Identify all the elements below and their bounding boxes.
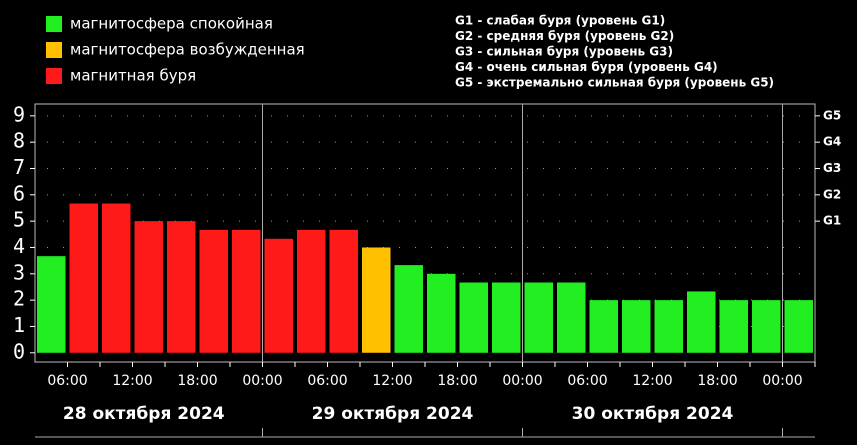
bar [167, 221, 196, 353]
y2-tick-label: G2 [823, 187, 841, 201]
bar [102, 203, 131, 353]
bar [524, 282, 553, 353]
bar [362, 247, 391, 353]
legend-swatch [46, 42, 62, 58]
bar [297, 229, 326, 353]
bar [427, 273, 456, 353]
bar [589, 300, 618, 353]
y-tick-label: 6 [13, 181, 25, 205]
x-tick-label: 06:00 [567, 373, 607, 389]
bar [264, 238, 293, 353]
x-tick-label: 12:00 [372, 373, 412, 389]
x-tick-label: 12:00 [112, 373, 152, 389]
bar [394, 265, 423, 353]
legend-swatch [46, 16, 62, 32]
y-tick-label: 3 [13, 260, 25, 284]
y-tick-label: 4 [13, 234, 25, 258]
day-label: 30 октября 2024 [572, 404, 734, 424]
legend-swatch [46, 68, 62, 84]
bar [654, 300, 683, 353]
bar [69, 203, 98, 353]
y-tick-label: 9 [13, 102, 25, 126]
bar [687, 291, 716, 353]
bar [622, 300, 651, 353]
bar [134, 221, 163, 353]
y2-tick-label: G1 [823, 214, 841, 228]
x-tick-label: 06:00 [47, 373, 87, 389]
y-tick-label: 0 [13, 339, 25, 363]
y-tick-label: 2 [13, 287, 25, 311]
bar [557, 282, 586, 353]
storm-note: G5 - экстремально сильная буря (уровень … [455, 76, 774, 90]
bar [329, 229, 358, 353]
bar [37, 256, 66, 353]
bar [199, 229, 228, 353]
bar [459, 282, 488, 353]
x-tick-label: 06:00 [307, 373, 347, 389]
bar [232, 229, 261, 353]
y-tick-label: 8 [13, 129, 25, 153]
y2-tick-label: G4 [823, 135, 841, 149]
x-tick-label: 00:00 [762, 373, 802, 389]
x-tick-label: 18:00 [177, 373, 217, 389]
legend-label: магнитная буря [70, 67, 196, 85]
x-tick-label: 18:00 [697, 373, 737, 389]
day-label: 28 октября 2024 [63, 404, 225, 424]
x-tick-label: 00:00 [242, 373, 282, 389]
storm-note: G3 - сильная буря (уровень G3) [455, 45, 673, 59]
legend-label: магнитосфера возбужденная [70, 41, 305, 59]
y2-tick-label: G3 [823, 161, 841, 175]
y2-tick-label: G5 [823, 108, 841, 122]
day-label: 29 октября 2024 [312, 404, 474, 424]
y-tick-label: 1 [13, 313, 25, 337]
bar [784, 300, 813, 353]
x-tick-label: 00:00 [502, 373, 542, 389]
y-tick-label: 5 [13, 208, 25, 232]
storm-note: G1 - слабая буря (уровень G1) [455, 14, 665, 28]
y-tick-label: 7 [13, 155, 25, 179]
bar [719, 300, 748, 353]
storm-note: G4 - очень сильная буря (уровень G4) [455, 60, 718, 74]
storm-note: G2 - средняя буря (уровень G2) [455, 29, 674, 43]
bar [492, 282, 521, 353]
legend-label: магнитосфера спокойная [70, 15, 273, 33]
x-tick-label: 12:00 [632, 373, 672, 389]
x-tick-label: 18:00 [437, 373, 477, 389]
bar [752, 300, 781, 353]
